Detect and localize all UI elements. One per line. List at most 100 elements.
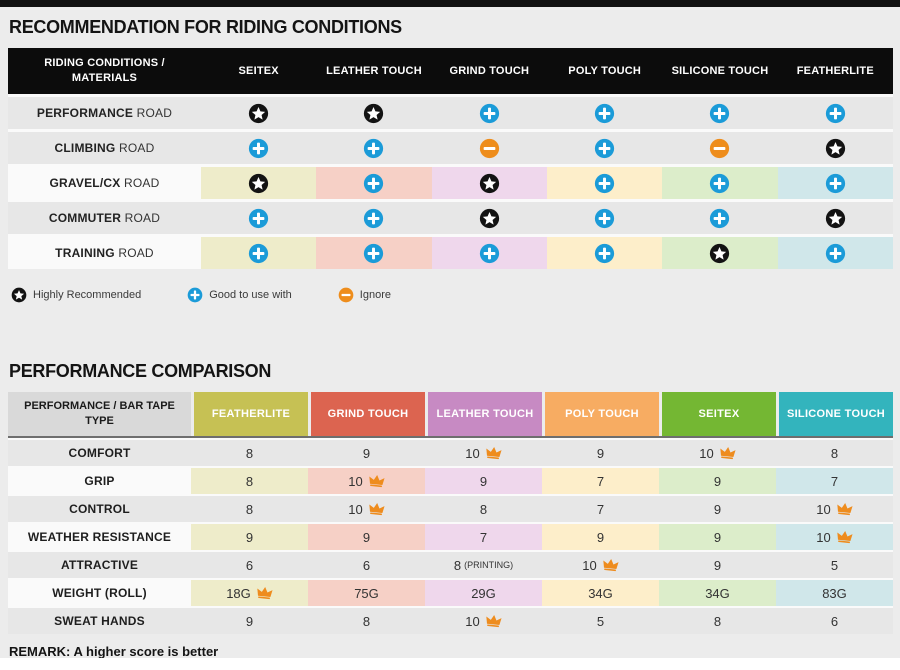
score-cell: 5 bbox=[776, 552, 893, 578]
crown-icon bbox=[484, 445, 502, 460]
score-cell: 6 bbox=[191, 552, 308, 578]
crown-icon bbox=[601, 557, 619, 572]
crown-icon bbox=[367, 501, 385, 516]
crown-icon bbox=[367, 473, 385, 488]
score-value: 10 bbox=[816, 501, 831, 517]
plus-icon bbox=[248, 138, 269, 159]
score-cell: 9 bbox=[659, 552, 776, 578]
plus-icon bbox=[363, 243, 384, 264]
performance-metric-label: SWEAT HANDS bbox=[8, 608, 191, 634]
comparison-row: ATTRACTIVE 6 6 8 (PRINTING) 10 9 5 bbox=[8, 552, 893, 578]
score-value: 8 bbox=[245, 445, 254, 461]
recommendation-cell bbox=[777, 167, 893, 199]
score-value: 7 bbox=[596, 501, 605, 517]
comparison-header-label: PERFORMANCE / BAR TAPE TYPE bbox=[8, 392, 191, 436]
legend-label: Highly Recommended bbox=[33, 289, 142, 301]
score-value: 9 bbox=[479, 473, 488, 489]
recommendation-cell bbox=[662, 237, 778, 269]
recommendation-table: RIDING CONDITIONS / MATERIALS SEITEX LEAT… bbox=[8, 48, 893, 269]
riding-condition-text: PERFORMANCE ROAD bbox=[36, 106, 173, 120]
score-value: 10 bbox=[348, 501, 363, 517]
score-cell: 10 bbox=[776, 496, 893, 522]
recommendation-cell bbox=[777, 132, 893, 164]
plus-icon bbox=[825, 173, 846, 194]
score-value: 8 bbox=[830, 445, 839, 461]
comparison-column-header: LEATHER TOUCH bbox=[425, 392, 542, 436]
legend-item: Ignore bbox=[338, 287, 391, 303]
score-value: 7 bbox=[830, 473, 839, 489]
score-value: 5 bbox=[830, 557, 839, 573]
score-value: 9 bbox=[362, 445, 371, 461]
performance-metric-label: ATTRACTIVE bbox=[8, 552, 191, 578]
star-icon bbox=[479, 173, 500, 194]
score-value: 9 bbox=[713, 557, 722, 573]
score-cell: 9 bbox=[191, 608, 308, 634]
plus-icon bbox=[479, 243, 500, 264]
score-cell: 8 bbox=[191, 440, 308, 466]
recommendation-cell bbox=[547, 97, 663, 129]
comparison-column-header: FEATHERLITE bbox=[191, 392, 308, 436]
score-value: 10 bbox=[582, 557, 597, 573]
score-cell: 7 bbox=[425, 524, 542, 550]
recommendation-title: RECOMMENDATION FOR RIDING CONDITIONS bbox=[9, 17, 402, 37]
remark-text: REMARK: A higher score is better bbox=[9, 644, 219, 659]
performance-metric-label: COMFORT bbox=[8, 440, 191, 466]
recommendation-column-header: POLY TOUCH bbox=[568, 64, 642, 77]
comparison-column-header: SILICONE TOUCH bbox=[776, 392, 893, 436]
score-cell: 9 bbox=[542, 440, 659, 466]
score-value: 8 bbox=[479, 501, 488, 517]
score-cell: 10 bbox=[542, 552, 659, 578]
recommendation-cell bbox=[662, 167, 778, 199]
star-icon bbox=[363, 103, 384, 124]
comparison-row: CONTROL 8 10 8 7 9 10 bbox=[8, 496, 893, 522]
star-icon bbox=[11, 287, 27, 303]
recommendation-cell bbox=[316, 237, 432, 269]
score-cell: 10 bbox=[425, 440, 542, 466]
recommendation-cell bbox=[316, 167, 432, 199]
recommendation-cell bbox=[662, 202, 778, 234]
score-value: 8 bbox=[453, 557, 462, 573]
recommendation-cell bbox=[201, 237, 317, 269]
crown-icon bbox=[835, 529, 853, 544]
score-cell: 8 bbox=[425, 496, 542, 522]
riding-condition-label: TRAINING ROAD bbox=[8, 237, 201, 269]
score-value: 6 bbox=[245, 557, 254, 573]
comparison-row: WEIGHT (ROLL) 18G 75G 29G 34G 34G 83G bbox=[8, 580, 893, 606]
plus-icon bbox=[363, 138, 384, 159]
comparison-row: COMFORT 8 9 10 9 10 8 bbox=[8, 440, 893, 466]
recommendation-cell bbox=[547, 237, 663, 269]
recommendation-column-header: GRIND TOUCH bbox=[449, 64, 530, 77]
plus-icon bbox=[363, 173, 384, 194]
score-cell: 9 bbox=[659, 496, 776, 522]
recommendation-cell bbox=[316, 132, 432, 164]
recommendation-cell bbox=[431, 167, 547, 199]
recommendation-cell bbox=[547, 202, 663, 234]
recommendation-row: TRAINING ROAD bbox=[8, 237, 893, 269]
comparison-row: GRIP 8 10 9 7 9 7 bbox=[8, 468, 893, 494]
plus-icon bbox=[187, 287, 203, 303]
score-value: 6 bbox=[362, 557, 371, 573]
riding-condition-text: COMMUTER ROAD bbox=[48, 211, 161, 225]
bottom-white-strip bbox=[0, 658, 900, 670]
recommendation-cell bbox=[777, 97, 893, 129]
minus-icon bbox=[338, 287, 354, 303]
comparison-column-header: POLY TOUCH bbox=[542, 392, 659, 436]
score-cell: 8 bbox=[659, 608, 776, 634]
comparison-column-header: SEITEX bbox=[659, 392, 776, 436]
score-cell: 8 (PRINTING) bbox=[425, 552, 542, 578]
score-value: 9 bbox=[713, 473, 722, 489]
comparison-row: WEATHER RESISTANCE 9 9 7 9 9 10 bbox=[8, 524, 893, 550]
recommendation-column-header: SEITEX bbox=[238, 64, 279, 77]
score-value: 9 bbox=[713, 529, 722, 545]
riding-condition-text: TRAINING ROAD bbox=[55, 246, 154, 260]
score-cell: 10 bbox=[659, 440, 776, 466]
score-cell: 10 bbox=[425, 608, 542, 634]
comparison-table-body: COMFORT 8 9 10 9 10 8 GRIP 8 10 9 7 9 7 CONTROL 8 10 8 7 9 1… bbox=[8, 438, 893, 634]
recommendation-cell bbox=[431, 237, 547, 269]
score-cell: 9 bbox=[659, 468, 776, 494]
plus-icon bbox=[594, 173, 615, 194]
score-value: 9 bbox=[713, 501, 722, 517]
star-icon bbox=[825, 138, 846, 159]
recommendation-cell bbox=[431, 202, 547, 234]
score-value: 7 bbox=[479, 529, 488, 545]
